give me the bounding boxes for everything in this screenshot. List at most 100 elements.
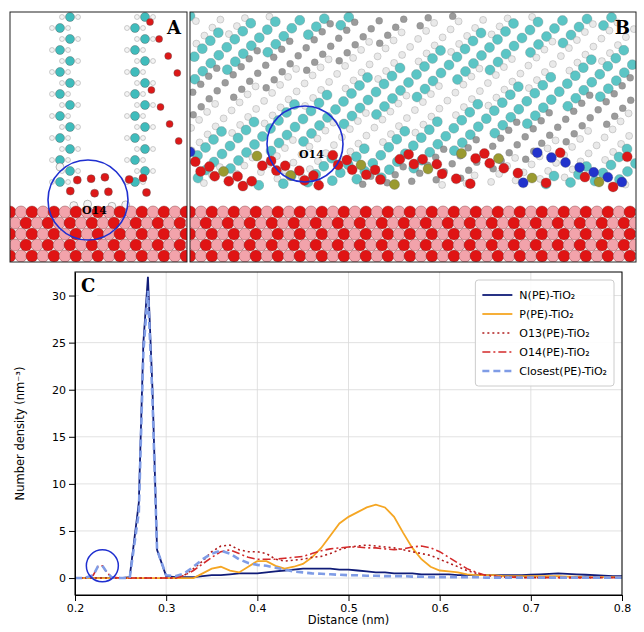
atom <box>246 78 253 85</box>
atom <box>196 116 203 123</box>
atom <box>295 15 305 25</box>
atom <box>50 114 55 119</box>
atom <box>416 170 423 177</box>
slab-atom <box>97 239 109 251</box>
atom <box>254 47 261 54</box>
atom <box>66 145 75 154</box>
atom <box>471 153 481 163</box>
atom <box>66 26 71 31</box>
atom <box>370 165 380 175</box>
panel-letter: A <box>166 17 182 38</box>
slab-atom <box>211 217 223 229</box>
atom <box>217 127 227 137</box>
atom <box>359 144 369 154</box>
atom <box>522 96 532 106</box>
atom <box>60 125 65 130</box>
slab-atom <box>86 217 98 229</box>
slab-atom <box>387 239 399 251</box>
atom <box>212 100 219 107</box>
atom <box>269 89 276 96</box>
atom <box>578 100 585 107</box>
atom <box>141 48 146 53</box>
atom <box>196 166 206 176</box>
atom <box>252 83 259 90</box>
atom <box>204 162 214 172</box>
grid-line <box>75 483 622 484</box>
y-axis-title: Number density (nm⁻³) <box>13 367 27 501</box>
annotation: O14 <box>299 148 324 161</box>
atom <box>382 45 389 52</box>
atom <box>135 15 140 20</box>
x-tick: 0.8 <box>614 595 632 615</box>
atom <box>587 114 594 121</box>
atom <box>361 170 371 180</box>
slab-atom <box>327 228 339 240</box>
atom <box>303 67 310 74</box>
y-tick: 25 <box>52 337 75 350</box>
atom <box>500 64 507 71</box>
atom <box>424 125 434 135</box>
slab-atom <box>305 250 317 262</box>
slab-atom <box>541 239 553 251</box>
slab-atom <box>569 206 581 218</box>
atom <box>290 122 300 132</box>
atom <box>141 136 146 141</box>
atom <box>501 27 511 37</box>
slab-atom <box>180 250 187 262</box>
atom <box>174 70 181 77</box>
slab-atom <box>404 206 416 218</box>
atom <box>238 26 248 36</box>
slab-atom <box>585 217 597 229</box>
slab-atom <box>169 250 181 262</box>
slab-atom <box>618 239 630 251</box>
atom <box>392 24 399 31</box>
atom <box>261 97 268 104</box>
atom <box>395 154 405 164</box>
y-tick-label: 10 <box>52 478 66 491</box>
atom <box>492 72 499 79</box>
atom <box>595 106 602 113</box>
atom <box>135 81 140 86</box>
atom <box>219 167 229 177</box>
atom <box>374 53 381 60</box>
atom <box>375 175 385 185</box>
slab-atom <box>31 217 43 229</box>
atom <box>499 163 509 173</box>
atom <box>213 28 223 38</box>
slab-atom <box>602 206 614 218</box>
atom <box>197 81 204 88</box>
slab-atom <box>360 250 372 262</box>
atom <box>595 69 605 79</box>
atom <box>331 105 341 115</box>
slab-atom <box>398 217 410 229</box>
atom <box>630 26 636 33</box>
atom <box>135 125 140 130</box>
grid-line <box>166 272 167 595</box>
slab-atom <box>244 239 256 251</box>
atom <box>342 155 352 165</box>
slab-atom <box>371 250 383 262</box>
slab-atom <box>228 250 240 262</box>
atom <box>376 40 383 47</box>
atom <box>425 14 432 21</box>
atom <box>608 182 618 192</box>
atom <box>392 134 402 144</box>
slab-atom <box>365 239 377 251</box>
legend: N(PE)-TiO₂P(PE)-TiO₂O13(PE)-TiO₂O14(PE)-… <box>475 280 614 386</box>
slab-atom <box>261 206 273 218</box>
slab-atom <box>404 228 416 240</box>
atom <box>294 166 304 176</box>
slab-atom <box>86 239 98 251</box>
atom <box>439 34 446 41</box>
slab-atom <box>180 228 187 240</box>
atom <box>258 132 268 142</box>
atom <box>549 171 559 181</box>
slab-atom <box>255 239 267 251</box>
slab-atom <box>338 206 350 218</box>
slab-atom <box>294 206 306 218</box>
panel-letter: C <box>81 275 95 296</box>
atom <box>327 176 337 186</box>
atom <box>525 62 532 69</box>
x-tick-label: 0.4 <box>249 602 267 615</box>
atom <box>419 99 426 106</box>
